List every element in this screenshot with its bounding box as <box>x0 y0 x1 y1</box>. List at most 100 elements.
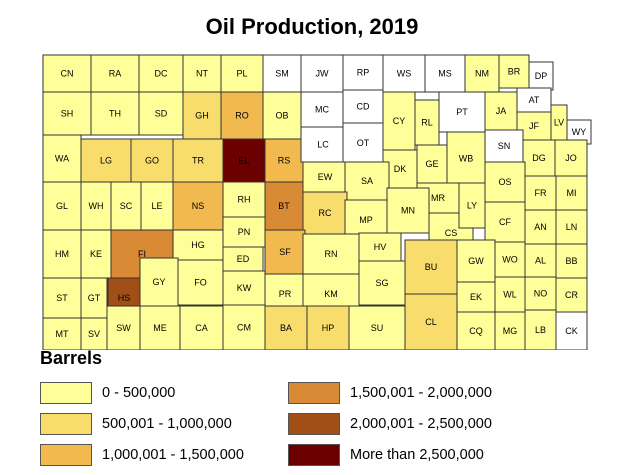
county-label-me: ME <box>153 323 167 333</box>
county-label-tr: TR <box>192 156 204 166</box>
legend-title: Barrels <box>40 348 103 368</box>
county-ws <box>382 54 426 93</box>
county-fr <box>524 175 557 211</box>
county-label-gy: GY <box>152 277 165 287</box>
legend-item-1: 0 - 500,000 <box>40 381 175 405</box>
county-cf <box>484 201 526 243</box>
county-br <box>498 54 530 89</box>
county-label-ck: CK <box>565 326 578 336</box>
county-dg <box>522 139 556 177</box>
county-label-jw: JW <box>316 69 330 79</box>
county-label-at: AT <box>529 95 540 105</box>
county-label-th: TH <box>109 109 121 119</box>
legend-item-6: More than 2,500,000 <box>288 443 484 467</box>
county-cy <box>382 91 416 151</box>
county-lb <box>524 309 557 350</box>
county-sg <box>358 260 406 306</box>
county-label-cy: CY <box>393 116 406 126</box>
county-label-os: OS <box>498 177 511 187</box>
county-wl <box>494 276 526 313</box>
county-cd <box>342 89 384 124</box>
county-ms <box>424 54 466 93</box>
county-ln <box>555 209 588 245</box>
county-label-hg: HG <box>191 240 205 250</box>
county-label-rs: RS <box>278 156 291 166</box>
county-label-cf: CF <box>499 217 511 227</box>
county-ja <box>484 91 518 131</box>
county-label-st: ST <box>56 293 68 303</box>
county-label-ja: JA <box>496 106 507 116</box>
legend-swatch-5 <box>288 413 340 435</box>
county-label-an: AN <box>534 222 547 232</box>
county-rp <box>342 54 384 91</box>
county-tr <box>172 138 224 183</box>
county-label-mt: MT <box>56 329 69 339</box>
county-label-dc: DC <box>155 69 168 79</box>
county-label-ca: CA <box>195 323 208 333</box>
county-label-km: KM <box>324 289 338 299</box>
county-lg <box>80 138 132 183</box>
county-label-mi: MI <box>567 188 577 198</box>
county-mn <box>386 187 430 234</box>
county-label-ob: OB <box>275 111 288 121</box>
county-sn <box>484 129 524 163</box>
legend-label-5: 2,000,001 - 2,500,000 <box>350 416 492 432</box>
county-label-ew: EW <box>318 172 333 182</box>
county-label-no: NO <box>534 289 548 299</box>
county-label-gh: GH <box>195 111 209 121</box>
county-label-rl: RL <box>421 118 433 128</box>
county-ns <box>172 181 224 231</box>
county-label-ws: WS <box>397 69 412 79</box>
county-label-el: EL <box>238 156 249 166</box>
county-label-ra: RA <box>109 69 122 79</box>
county-label-cm: CM <box>237 323 251 333</box>
county-label-sv: SV <box>88 329 100 339</box>
county-label-fo: FO <box>194 278 207 288</box>
county-hv <box>358 232 402 262</box>
legend-swatch-3 <box>40 444 92 466</box>
county-label-nt: NT <box>196 69 208 79</box>
county-mg <box>494 311 526 350</box>
county-label-bt: BT <box>278 201 290 211</box>
county-label-hp: HP <box>322 323 335 333</box>
county-ca <box>179 305 224 350</box>
county-label-ly: LY <box>467 201 477 211</box>
county-label-rh: RH <box>238 195 251 205</box>
county-label-mc: MC <box>315 105 329 115</box>
county-lc <box>300 126 346 163</box>
county-ra <box>90 54 140 93</box>
county-ba <box>264 305 308 350</box>
county-label-le: LE <box>151 201 162 211</box>
county-label-kw: KW <box>237 283 252 293</box>
county-wo <box>494 241 526 278</box>
county-cl <box>404 293 458 350</box>
county-label-gw: GW <box>468 256 484 266</box>
county-label-sg: SG <box>375 278 388 288</box>
county-label-mn: MN <box>401 206 415 216</box>
county-label-mg: MG <box>503 326 518 336</box>
county-label-gl: GL <box>56 201 68 211</box>
county-cm <box>222 304 266 350</box>
county-gl <box>42 181 82 231</box>
county-bb <box>555 243 588 279</box>
county-dc <box>138 54 184 93</box>
county-sw <box>106 305 141 350</box>
county-label-cl: CL <box>425 317 437 327</box>
county-label-sn: SN <box>498 141 511 151</box>
county-label-sc: SC <box>120 201 133 211</box>
county-label-lb: LB <box>535 325 546 335</box>
county-gh <box>182 91 222 140</box>
county-label-nm: NM <box>475 69 489 79</box>
legend-label-6: More than 2,500,000 <box>350 447 484 463</box>
county-label-pl: PL <box>236 69 247 79</box>
county-label-cd: CD <box>357 102 370 112</box>
county-sh <box>42 91 92 136</box>
legend-label-1: 0 - 500,000 <box>102 385 176 401</box>
county-bt <box>264 181 304 231</box>
county-label-fr: FR <box>535 188 547 198</box>
county-ob <box>262 91 302 140</box>
county-rl <box>414 99 440 146</box>
county-label-al: AL <box>535 256 546 266</box>
county-fo <box>177 259 224 306</box>
county-label-rc: RC <box>319 208 332 218</box>
